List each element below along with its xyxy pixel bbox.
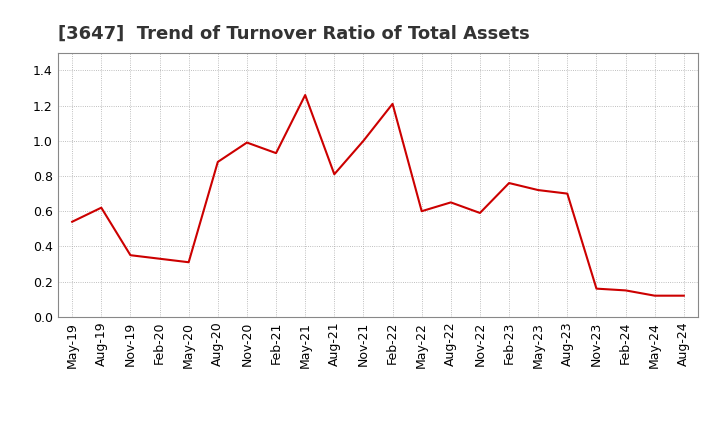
Text: [3647]  Trend of Turnover Ratio of Total Assets: [3647] Trend of Turnover Ratio of Total …	[58, 25, 529, 43]
